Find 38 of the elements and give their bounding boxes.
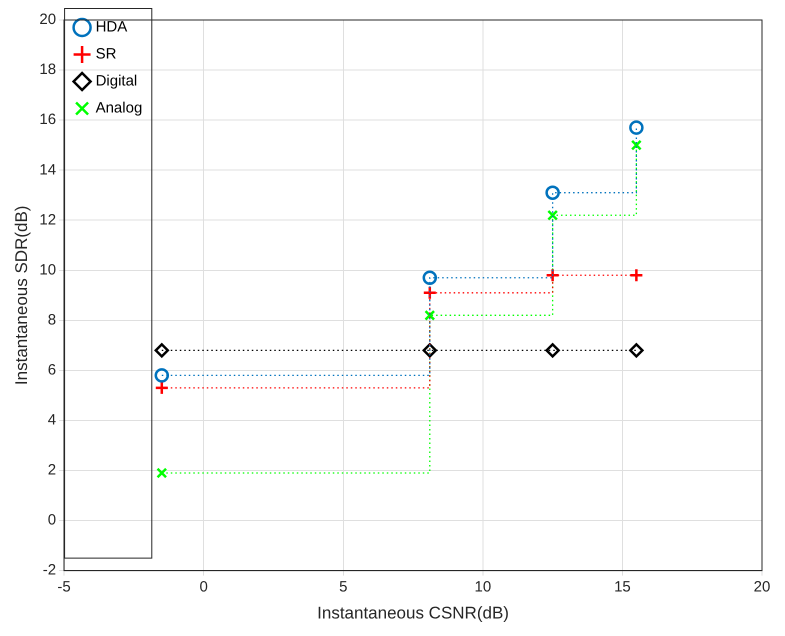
y-tick-label: 20 — [39, 11, 56, 28]
y-tick-label: 18 — [39, 61, 56, 78]
x-tick-label: -5 — [57, 578, 71, 596]
y-tick-label: 16 — [39, 111, 56, 128]
y-tick-label: -2 — [42, 562, 56, 579]
legend-label: Digital — [96, 72, 138, 90]
point — [547, 210, 558, 221]
x-tick-label: 0 — [199, 578, 208, 596]
legend-label: SR — [96, 46, 117, 63]
x-tick-label: 10 — [474, 578, 492, 596]
y-tick-label: 0 — [48, 512, 56, 529]
point — [424, 310, 436, 321]
y-tick-label: 12 — [39, 211, 56, 228]
point — [154, 343, 170, 358]
y-tick-label: 6 — [48, 362, 56, 379]
x-tick-label: 15 — [614, 578, 631, 596]
point — [154, 368, 170, 383]
x-tick-label: 5 — [339, 578, 348, 596]
x-axis-title: Instantaneous CSNR(dB) — [317, 603, 509, 622]
y-axis-title: Instantaneous SDR(dB) — [12, 206, 31, 386]
point — [629, 120, 644, 135]
y-tick-label: 2 — [48, 462, 56, 479]
point — [156, 468, 168, 478]
point — [422, 343, 438, 358]
legend-label: Analog — [96, 100, 142, 117]
point — [154, 380, 170, 396]
y-tick-label: 4 — [48, 412, 56, 429]
point — [545, 343, 560, 358]
point — [630, 140, 642, 151]
legend-label: HDA — [96, 18, 128, 36]
point — [422, 270, 438, 286]
y-tick-label: 14 — [39, 161, 56, 178]
x-tick-label: 20 — [754, 578, 770, 596]
y-tick-label: 8 — [48, 311, 56, 328]
point — [629, 268, 644, 283]
point — [629, 343, 644, 358]
point — [545, 185, 560, 200]
y-tick-label: 10 — [39, 261, 56, 278]
